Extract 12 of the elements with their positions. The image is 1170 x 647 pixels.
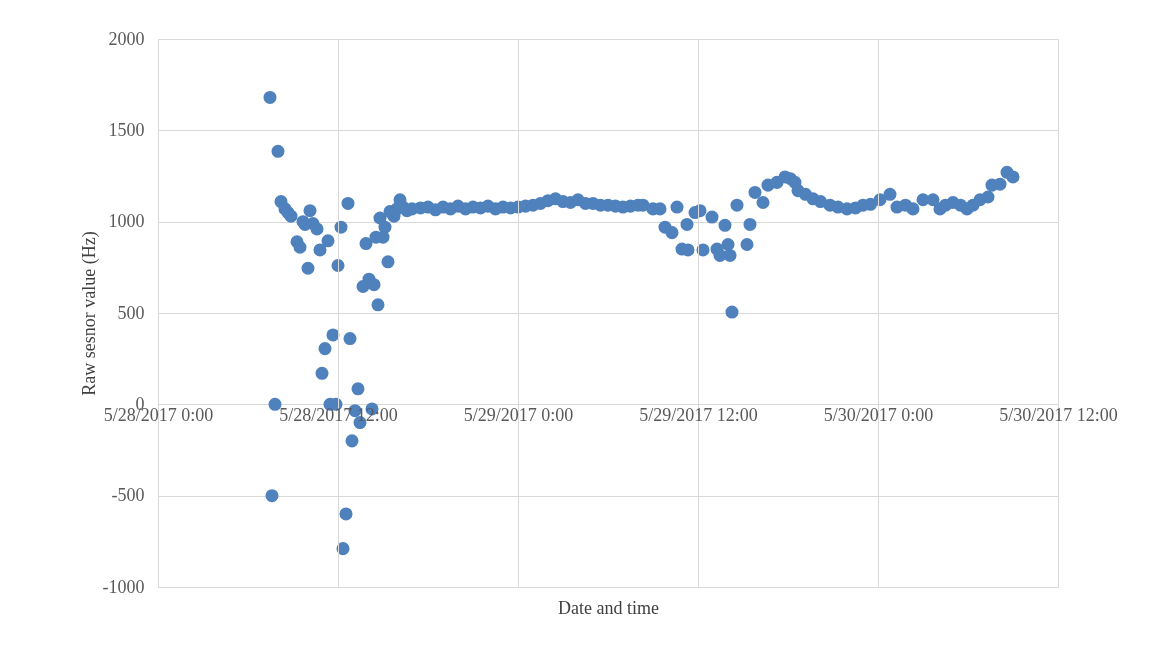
y-tick-label: 1000 — [108, 211, 145, 232]
x-tick-label: 5/30/2017 12:00 — [999, 404, 1118, 425]
y-tick-label: -500 — [111, 485, 145, 506]
y-tick-label: -1000 — [102, 576, 145, 597]
y-tick-label: 2000 — [108, 28, 145, 49]
y-axis-title: Raw sesnor value (Hz) — [78, 231, 100, 396]
x-tick-label: 5/29/2017 12:00 — [639, 404, 758, 425]
y-tick-label: 500 — [117, 302, 145, 323]
y-tick-label: 1500 — [108, 119, 145, 140]
x-tick-label: 5/30/2017 0:00 — [823, 404, 934, 425]
x-axis-title: Date and time — [558, 597, 659, 618]
x-tick-label: 5/29/2017 0:00 — [463, 404, 574, 425]
